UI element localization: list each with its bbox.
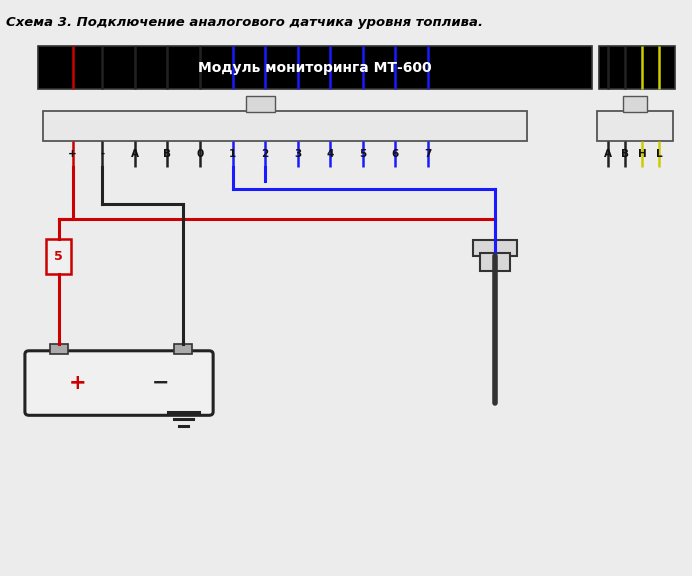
Text: 5: 5 xyxy=(55,250,63,263)
Text: +: + xyxy=(69,149,77,158)
Text: 6: 6 xyxy=(392,149,399,158)
FancyBboxPatch shape xyxy=(50,344,68,354)
FancyBboxPatch shape xyxy=(599,46,675,89)
FancyBboxPatch shape xyxy=(480,253,510,271)
Text: 0: 0 xyxy=(197,149,203,158)
Text: 5: 5 xyxy=(359,149,366,158)
Text: B: B xyxy=(163,149,172,158)
Text: Модуль мониторинга МТ-600: Модуль мониторинга МТ-600 xyxy=(198,60,432,75)
Text: A: A xyxy=(603,149,612,158)
Text: 1: 1 xyxy=(229,149,236,158)
Text: −: − xyxy=(152,373,170,393)
Text: 7: 7 xyxy=(424,149,431,158)
Text: 2: 2 xyxy=(262,149,268,158)
Text: Схема 3. Подключение аналогового датчика уровня топлива.: Схема 3. Подключение аналогового датчика… xyxy=(6,16,482,29)
Text: -: - xyxy=(100,149,104,158)
FancyBboxPatch shape xyxy=(473,240,517,256)
Text: A: A xyxy=(131,149,139,158)
FancyBboxPatch shape xyxy=(174,344,192,354)
FancyBboxPatch shape xyxy=(43,111,527,141)
FancyBboxPatch shape xyxy=(623,96,647,112)
FancyBboxPatch shape xyxy=(25,351,213,415)
Text: 4: 4 xyxy=(327,149,334,158)
FancyBboxPatch shape xyxy=(246,96,275,112)
FancyBboxPatch shape xyxy=(46,239,71,274)
Text: 3: 3 xyxy=(294,149,301,158)
Text: +: + xyxy=(69,373,86,393)
FancyBboxPatch shape xyxy=(597,111,673,141)
Text: L: L xyxy=(656,149,663,158)
Text: H: H xyxy=(638,149,646,158)
Text: B: B xyxy=(621,149,629,158)
FancyBboxPatch shape xyxy=(38,46,592,89)
